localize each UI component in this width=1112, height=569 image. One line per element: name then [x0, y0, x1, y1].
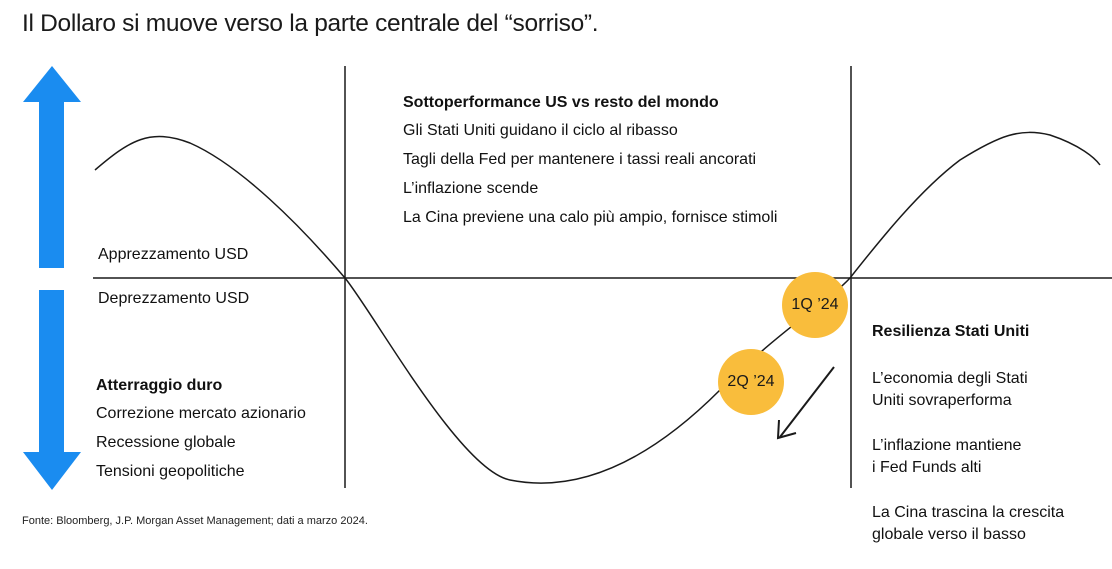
right-phase-heading: Resilienza Stati Uniti [872, 323, 1030, 340]
left-phase-item: Tensioni geopolitiche [96, 463, 245, 480]
appreciation-label: Apprezzamento USD [98, 246, 249, 263]
source-note: Fonte: Bloomberg, J.P. Morgan Asset Mana… [22, 515, 368, 527]
dollar-smile-curve [94, 131, 1101, 484]
right-phase-item: L’economia degli Stati Uniti sovraperfor… [872, 370, 1028, 409]
marker-2q24: 2Q ’24 [718, 349, 784, 415]
depreciation-arrow-icon [23, 290, 81, 490]
right-phase-item: L’inflazione mantiene i Fed Funds alti [872, 437, 1022, 476]
marker-1q24: 1Q ’24 [782, 272, 848, 338]
direction-arrow-icon [776, 366, 835, 440]
left-phase-block: Atterraggio duro Correzione mercato azio… [96, 377, 306, 491]
left-phase-item: Correzione mercato azionario [96, 405, 306, 422]
left-phase-item: Recessione globale [96, 434, 236, 451]
appreciation-arrow-icon [23, 66, 81, 268]
middle-phase-item: L’inflazione scende [403, 180, 539, 197]
middle-phase-item: Gli Stati Uniti guidano il ciclo al riba… [403, 122, 678, 139]
depreciation-label: Deprezzamento USD [98, 290, 250, 307]
right-phase-item: La Cina trascina la crescita globale ver… [872, 504, 1065, 543]
left-phase-heading: Atterraggio duro [96, 377, 223, 394]
middle-phase-item: Tagli della Fed per mantenere i tassi re… [403, 151, 757, 168]
diagram-canvas [23, 66, 1112, 490]
middle-phase-item: La Cina previene una calo più ampio, for… [403, 209, 778, 226]
middle-phase-block: Sottoperformance US vs resto del mondo G… [403, 94, 777, 237]
page-title: Il Dollaro si muove verso la parte centr… [22, 10, 599, 37]
middle-phase-heading: Sottoperformance US vs resto del mondo [403, 94, 719, 111]
right-phase-block: Resilienza Stati Uniti L’economia degli … [872, 305, 1064, 569]
